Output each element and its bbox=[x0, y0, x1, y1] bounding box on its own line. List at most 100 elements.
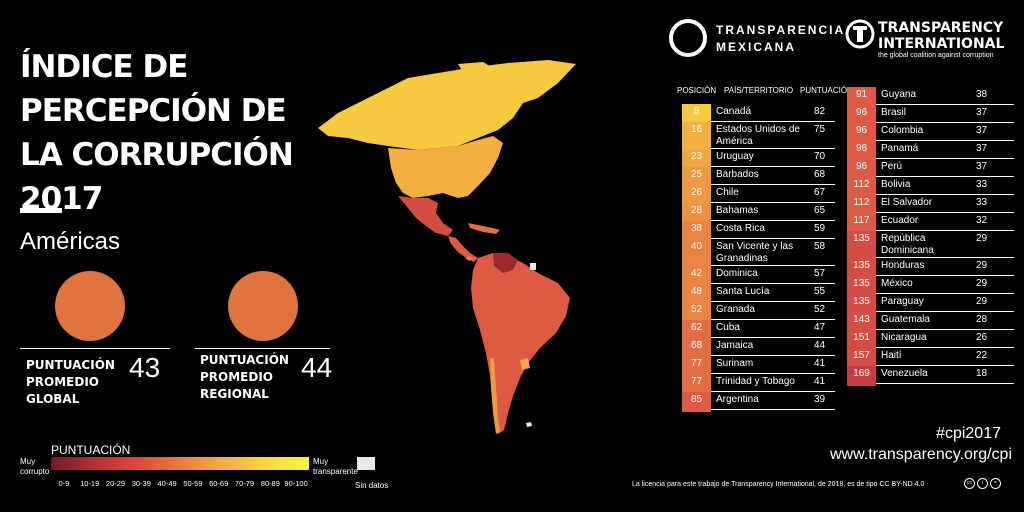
nd-icon: = bbox=[990, 478, 1001, 489]
table-row: 42 Dominica 57 bbox=[682, 266, 835, 286]
score-cell: 37 bbox=[976, 161, 988, 172]
country-cell: Granada bbox=[716, 304, 755, 315]
row-divider bbox=[876, 194, 1014, 195]
legend-tick-7: 70-79 bbox=[234, 479, 255, 488]
legend-tick-1: 10-19 bbox=[80, 479, 100, 488]
table-row: 112 El Salvador 33 bbox=[847, 195, 1014, 215]
map-chile bbox=[490, 358, 500, 434]
score-cell: 38 bbox=[976, 89, 988, 100]
table-row: 143 Guatemala 28 bbox=[847, 312, 1014, 332]
row-divider bbox=[711, 355, 835, 356]
row-divider bbox=[876, 230, 1014, 231]
table-row: 77 Surinam 41 bbox=[682, 356, 835, 376]
license-text: La licencia para este trabajo de Transpa… bbox=[632, 481, 925, 488]
table-row: 135 México 29 bbox=[847, 276, 1014, 296]
rank-cell: 52 bbox=[682, 302, 711, 322]
table-row: 16 Estados Unidos de América 75 bbox=[682, 122, 835, 151]
country-cell: México bbox=[881, 278, 913, 289]
rank-cell: 68 bbox=[682, 338, 711, 358]
table-row: 26 Chile 67 bbox=[682, 185, 835, 205]
country-cell: Chile bbox=[716, 187, 739, 198]
score-cell: 52 bbox=[814, 304, 826, 315]
legend-max-label: Muy transparente bbox=[313, 457, 358, 476]
row-divider bbox=[711, 301, 835, 302]
table-row: 77 Trinidad y Tobago 41 bbox=[682, 374, 835, 394]
table-row: 85 Argentina 39 bbox=[682, 392, 835, 412]
rank-cell: 135 bbox=[847, 276, 876, 296]
row-divider bbox=[711, 148, 835, 149]
table-header-score: PUNTUACIÓN bbox=[800, 86, 853, 95]
rank-cell: 91 bbox=[847, 87, 876, 107]
rank-cell: 62 bbox=[682, 320, 711, 340]
score-cell: 33 bbox=[976, 197, 988, 208]
rank-cell: 96 bbox=[847, 141, 876, 161]
row-divider bbox=[711, 166, 835, 167]
country-cell: Ecuador bbox=[881, 215, 919, 226]
regional-score-label: PUNTUACIÓN PROMEDIO REGIONAL bbox=[200, 353, 289, 401]
table-row: 28 Bahamas 65 bbox=[682, 203, 835, 223]
row-divider bbox=[876, 122, 1014, 123]
row-divider bbox=[876, 275, 1014, 276]
table-row: 117 Ecuador 32 bbox=[847, 213, 1014, 233]
country-cell: Canadá bbox=[716, 106, 752, 117]
country-cell: Costa Rica bbox=[716, 223, 765, 234]
map-canada bbox=[318, 60, 576, 150]
page-title: ÍNDICE DE PERCEPCIÓN DE LA CORRUPCIÓN 20… bbox=[20, 49, 294, 217]
table-row: 135 República Dominicana 29 bbox=[847, 231, 1014, 260]
legend-tick-5: 50-59 bbox=[183, 479, 203, 488]
rank-cell: 112 bbox=[847, 177, 876, 197]
legend-no-data-swatch bbox=[357, 457, 375, 470]
map-costa-rica bbox=[466, 256, 472, 261]
rank-cell: 23 bbox=[682, 149, 711, 169]
region-label: Américas bbox=[20, 228, 121, 255]
score-cell: 28 bbox=[976, 314, 988, 325]
country-cell: Nicaragua bbox=[881, 332, 927, 343]
rank-cell: 143 bbox=[847, 312, 876, 332]
legend-tick-4: 40-49 bbox=[157, 479, 177, 488]
score-cell: 41 bbox=[814, 376, 826, 387]
rank-cell: 117 bbox=[847, 213, 876, 233]
country-cell: Panamá bbox=[881, 143, 919, 154]
country-cell: Perú bbox=[881, 161, 903, 172]
rank-cell: 42 bbox=[682, 266, 711, 286]
rank-cell: 157 bbox=[847, 348, 876, 368]
table-row: 151 Nicaragua 26 bbox=[847, 330, 1014, 350]
row-divider bbox=[876, 329, 1014, 330]
table-row: 40 San Vicente y las Granadinas 58 bbox=[682, 239, 835, 268]
country-cell: Guatemala bbox=[881, 314, 930, 325]
country-cell: Trinidad y Tobago bbox=[716, 376, 795, 387]
country-cell: El Salvador bbox=[881, 197, 933, 208]
table-row: 96 Colombia 37 bbox=[847, 123, 1014, 143]
legend-tick-0: 0-9 bbox=[58, 479, 70, 488]
row-divider bbox=[876, 104, 1014, 105]
score-cell: 18 bbox=[976, 368, 988, 379]
country-cell: Venezuela bbox=[881, 368, 928, 379]
score-cell: 22 bbox=[976, 350, 988, 361]
rank-cell: 25 bbox=[682, 167, 711, 187]
row-divider bbox=[711, 319, 835, 320]
rank-cell: 135 bbox=[847, 231, 876, 260]
score-cell: 41 bbox=[814, 358, 826, 369]
regional-average-circle bbox=[228, 271, 298, 341]
country-cell: Brasil bbox=[881, 107, 907, 118]
transparency-international-tagline: the global coalition against corruption bbox=[878, 52, 994, 59]
table-row: 135 Paraguay 29 bbox=[847, 294, 1014, 314]
country-cell: Honduras bbox=[881, 260, 925, 271]
rank-cell: 112 bbox=[847, 195, 876, 215]
row-divider bbox=[711, 121, 835, 122]
score-cell: 33 bbox=[976, 179, 988, 190]
score-cell: 59 bbox=[814, 223, 826, 234]
map-mexico bbox=[398, 196, 453, 236]
website-link[interactable]: www.transparency.org/cpi bbox=[830, 446, 1012, 463]
legend-tick-9: 90-100 bbox=[284, 479, 308, 488]
row-divider bbox=[711, 202, 835, 203]
rank-cell: 26 bbox=[682, 185, 711, 205]
country-cell: San Vicente y las Granadinas bbox=[716, 241, 794, 264]
rank-cell: 40 bbox=[682, 239, 711, 268]
legend-title: PUNTUACIÓN bbox=[51, 443, 131, 457]
row-divider bbox=[876, 383, 1014, 384]
score-cell: 37 bbox=[976, 125, 988, 136]
table-row: 96 Perú 37 bbox=[847, 159, 1014, 179]
score-cell: 44 bbox=[814, 340, 826, 351]
rank-cell: 96 bbox=[847, 105, 876, 125]
